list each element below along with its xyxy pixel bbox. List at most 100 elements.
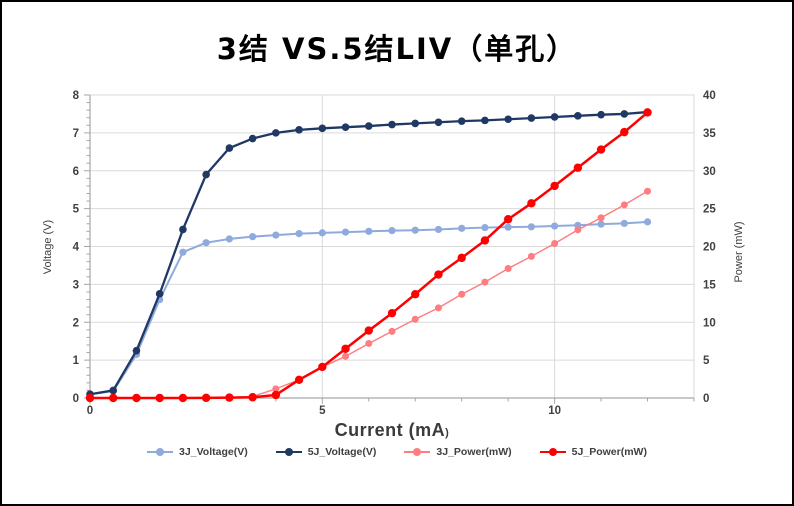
data-point [411, 226, 419, 234]
data-point [132, 393, 141, 403]
data-point [178, 393, 188, 403]
y-right-tick-label: 20 [703, 242, 716, 254]
data-point [179, 248, 187, 256]
data-point [387, 308, 397, 318]
data-point [480, 236, 490, 245]
data-point [295, 230, 303, 238]
legend-label-3j-power: 3J_Power(mW) [436, 446, 512, 458]
legend-marker-3j-voltage-icon [147, 448, 174, 457]
data-point [294, 375, 304, 385]
data-point [109, 393, 118, 403]
y-right-tick-label: 10 [703, 317, 716, 329]
data-point [155, 290, 164, 298]
series-3j-power-mw- [86, 187, 652, 402]
x-tick-label: 0 [87, 405, 93, 417]
data-point [272, 231, 280, 239]
data-point [597, 110, 605, 119]
data-point [550, 181, 559, 191]
data-point [527, 114, 536, 122]
x-axis-title-suffix: ) [445, 427, 450, 439]
y-left-tick-label: 0 [73, 393, 79, 405]
data-point [551, 222, 559, 230]
data-point [388, 226, 396, 235]
data-point [574, 226, 582, 234]
legend-item-3j-voltage: 3J_Voltage(V) [147, 446, 248, 458]
data-point [364, 326, 373, 335]
data-point [202, 239, 210, 247]
y-right-tick-label: 25 [703, 204, 716, 216]
data-point [643, 218, 652, 226]
data-point [457, 253, 466, 263]
legend-marker-3j-power-icon [404, 448, 431, 457]
data-point [643, 108, 652, 117]
y-axis-left-title: Voltage (V) [42, 219, 54, 275]
x-axis-title: Current (mA) [90, 420, 694, 441]
data-point [388, 327, 396, 335]
data-point [388, 120, 396, 129]
y-right-tick-label: 5 [703, 355, 710, 367]
data-point [551, 239, 559, 247]
data-point [573, 163, 583, 172]
chart-title: 3结 VS.5结LIV（单孔） [216, 32, 578, 66]
data-point [179, 225, 187, 234]
series-line [89, 220, 648, 396]
data-point [342, 352, 350, 360]
data-point [248, 134, 257, 143]
y-left-tick-label: 2 [73, 317, 79, 329]
data-point [596, 145, 606, 154]
data-point [597, 220, 605, 228]
data-point [434, 118, 443, 127]
data-point [644, 187, 652, 195]
data-point [132, 346, 141, 355]
y-left-tick-label: 7 [73, 128, 79, 140]
data-point [341, 123, 350, 131]
data-point [271, 390, 281, 400]
y-left-tick-label: 6 [73, 166, 79, 178]
legend-item-3j-power: 3J_Power(mW) [404, 446, 512, 458]
data-point [201, 393, 211, 403]
data-point [248, 393, 257, 402]
data-point [434, 225, 443, 234]
data-point [504, 115, 512, 124]
data-point [109, 386, 118, 395]
data-point [620, 201, 628, 209]
data-point [504, 223, 512, 231]
series-5j-voltage-v- [86, 108, 652, 399]
data-point [434, 304, 442, 312]
data-point [225, 393, 234, 402]
data-point [503, 215, 513, 224]
data-point [527, 199, 536, 208]
data-point [597, 214, 605, 222]
data-point [434, 270, 443, 279]
data-point [225, 235, 233, 243]
data-point [411, 119, 420, 128]
y-left-tick-label: 8 [73, 90, 80, 102]
gridlines [90, 94, 694, 398]
legend-label-5j-voltage: 5J_Voltage(V) [307, 446, 377, 458]
data-point [527, 223, 535, 231]
data-point [318, 362, 327, 372]
legend-item-5j-voltage: 5J_Voltage(V) [275, 446, 377, 458]
legend-marker-5j-power-icon [539, 448, 566, 457]
y-axis-right-title: Power (mW) [733, 221, 745, 283]
data-point [272, 129, 280, 137]
legend-marker-5j-voltage-icon [275, 448, 302, 457]
legend-label-3j-voltage: 3J_Voltage(V) [179, 446, 248, 458]
data-point [620, 110, 629, 118]
data-point [527, 252, 535, 260]
data-point [341, 344, 350, 353]
data-point [318, 124, 327, 133]
x-tick-label: 10 [548, 405, 561, 417]
data-point [411, 315, 419, 323]
data-point [574, 112, 582, 120]
series-line [90, 190, 648, 399]
y-left-tick-label: 5 [73, 204, 80, 216]
data-point [458, 224, 466, 232]
y-right-tick-label: 35 [703, 128, 716, 140]
data-point [504, 264, 512, 272]
data-point [249, 233, 257, 241]
data-point [85, 393, 95, 403]
y-right-tick-label: 15 [703, 279, 716, 291]
data-point [364, 122, 373, 130]
